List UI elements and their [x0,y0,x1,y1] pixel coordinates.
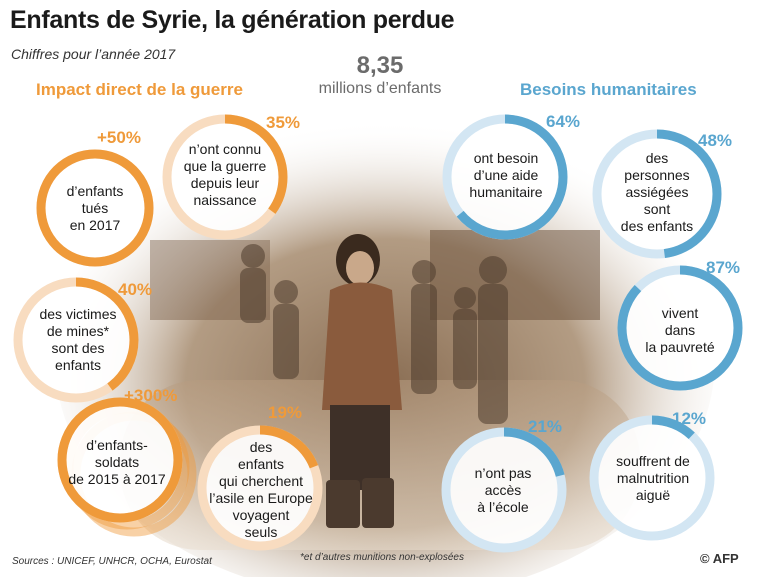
stat-text-only-war: n’ont connu que la guerre depuis leur na… [183,141,267,208]
ring-arc-besieged [592,129,722,259]
headline-label: millions d’enfants [318,80,442,97]
afp-credit: © AFP [700,551,739,566]
stat-text-besieged: des personnes assiégées sont des enfants [620,150,694,234]
ring-arc-mines [13,277,139,403]
stat-text-killed: d’enfants tués en 2017 [66,182,124,233]
ring-arc-school [441,427,567,553]
stat-text-aid: ont besoin d’une aide humanitaire [469,149,543,200]
ring-arc-malnutrition [589,415,715,541]
right-section-heading: Besoins humanitaires [520,80,697,99]
ring-arc-asylum [197,425,323,551]
stat-text-asylum: des enfants qui cherchent l’asile en Eur… [209,439,313,540]
ring-arc-aid [442,114,568,240]
ring-arc-poverty [617,265,743,391]
stat-text-school: n’ont pas accès à l’école [474,464,532,515]
page-subtitle: Chiffres pour l’année 2017 [11,46,176,62]
stat-text-poverty: vivent dans la pauvreté [645,304,715,355]
headline-number: 8,35 [356,52,404,79]
stat-pct-asylum: 19% [268,403,303,422]
stat-text-mines: des victimes de mines* sont des enfants [39,306,117,373]
stat-pct-mines: 40% [118,280,153,299]
sources-note: Sources : UNICEF, UNHCR, OCHA, Eurostat [12,556,212,567]
stat-pct-only-war: 35% [266,113,301,132]
child-figure [322,234,402,528]
ring-arc-only-war [162,114,288,240]
stat-pct-malnutrition: 12% [672,409,707,428]
left-section-heading: Impact direct de la guerre [36,80,243,99]
stat-pct-aid: 64% [546,112,581,131]
stat-pct-school: 21% [528,417,563,436]
stat-pct-soldiers: +300% [124,386,178,405]
page-title: Enfants de Syrie, la génération perdue [10,6,455,34]
stat-pct-poverty: 87% [706,258,741,277]
stat-pct-killed: +50% [97,128,141,147]
stat-pct-besieged: 48% [698,131,733,150]
ring-arc-soldiers [57,397,183,523]
ring-arc-killed [36,149,154,267]
stat-text-soldiers: d’enfants- soldats de 2015 à 2017 [68,436,166,487]
stat-text-malnutrition: souffrent de malnutrition aiguë [616,452,690,503]
footnote: *et d’autres munitions non-explosées [300,552,464,563]
